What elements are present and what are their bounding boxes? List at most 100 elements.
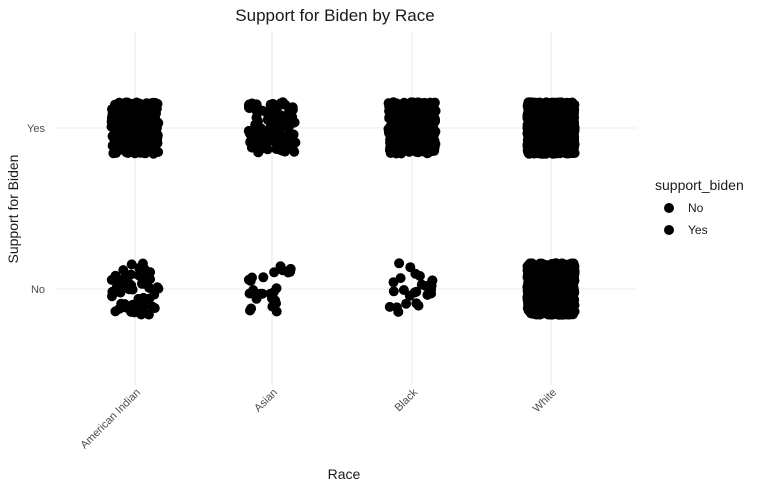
data-point (144, 118, 154, 129)
data-point (522, 269, 533, 280)
y-tick-label: Yes (27, 123, 45, 135)
data-point (111, 124, 122, 135)
legend-key (664, 225, 674, 235)
legend-key (664, 203, 674, 213)
data-point (275, 124, 285, 135)
data-point (115, 287, 126, 298)
data-point (557, 101, 568, 112)
data-point (414, 271, 425, 281)
data-point (401, 145, 412, 156)
data-point (531, 304, 542, 315)
data-point (559, 133, 570, 144)
data-point (421, 125, 432, 136)
data-point (151, 108, 161, 119)
data-point (118, 265, 129, 276)
data-point (565, 100, 576, 110)
data-point (267, 118, 278, 129)
data-point (561, 143, 571, 154)
data-point (246, 139, 257, 149)
data-point (119, 140, 130, 151)
data-point (251, 293, 262, 304)
data-point (416, 279, 427, 290)
data-point (286, 140, 297, 151)
data-point (106, 274, 117, 285)
data-point (401, 298, 412, 309)
data-point (246, 303, 257, 314)
data-point (545, 113, 556, 124)
data-point (384, 301, 395, 312)
data-point (538, 296, 549, 307)
data-point (426, 288, 437, 299)
data-point (522, 293, 533, 304)
data-point (555, 273, 566, 284)
data-point (400, 99, 411, 110)
data-point (426, 280, 437, 291)
data-point (533, 280, 544, 290)
data-point (253, 116, 263, 127)
data-point (531, 113, 542, 124)
data-point (546, 147, 557, 158)
data-point (144, 293, 155, 304)
grid-layer (55, 32, 636, 385)
data-point (553, 295, 564, 306)
data-point (404, 290, 415, 301)
data-point (248, 99, 259, 110)
data-point (543, 262, 554, 273)
data-point (408, 126, 419, 137)
data-point (563, 288, 574, 299)
data-point (569, 134, 580, 145)
data-point (269, 267, 280, 278)
data-point (530, 265, 541, 276)
data-point (258, 141, 269, 152)
data-point (148, 97, 159, 108)
data-point (126, 259, 137, 270)
data-point (525, 136, 536, 147)
data-point (413, 300, 424, 311)
data-point (283, 267, 294, 278)
data-point (563, 107, 574, 118)
chart-title: Support for Biden by Race (235, 6, 434, 25)
x-tick-label: Black (393, 386, 421, 414)
y-axis-title: Support for Biden (5, 155, 21, 264)
data-point (396, 121, 407, 132)
data-point (143, 309, 154, 320)
data-point (243, 125, 254, 136)
data-point (107, 108, 118, 119)
data-point (422, 99, 433, 110)
data-point (126, 269, 137, 280)
data-point (123, 119, 134, 130)
data-point (394, 258, 405, 269)
legend-label: No (688, 201, 704, 215)
x-tick-label: American Indian (78, 387, 143, 452)
data-point (388, 136, 399, 146)
data-point (131, 143, 142, 154)
x-tick-label: White (531, 387, 559, 415)
data-point (407, 135, 418, 145)
data-point (546, 99, 557, 109)
data-point (532, 123, 542, 134)
data-point (244, 288, 255, 299)
x-tick-label: Asian (252, 387, 280, 415)
data-point (388, 286, 399, 297)
data-point (408, 111, 419, 122)
data-point (568, 266, 579, 277)
data-point (535, 142, 545, 153)
x-tick-labels: American Indian Asian Black White (78, 386, 559, 451)
data-point (288, 129, 299, 140)
data-point (388, 277, 399, 288)
data-point (385, 148, 396, 158)
data-point (523, 283, 534, 294)
data-point (532, 103, 543, 114)
data-point (258, 272, 269, 283)
data-point (245, 275, 256, 286)
data-point (383, 127, 394, 138)
data-point (422, 133, 433, 144)
data-point (149, 303, 160, 314)
data-point (384, 101, 395, 112)
data-point (541, 308, 552, 319)
data-point (273, 136, 284, 147)
legend: support_biden No Yes (655, 177, 744, 237)
data-point (555, 303, 566, 314)
data-point (523, 97, 534, 108)
